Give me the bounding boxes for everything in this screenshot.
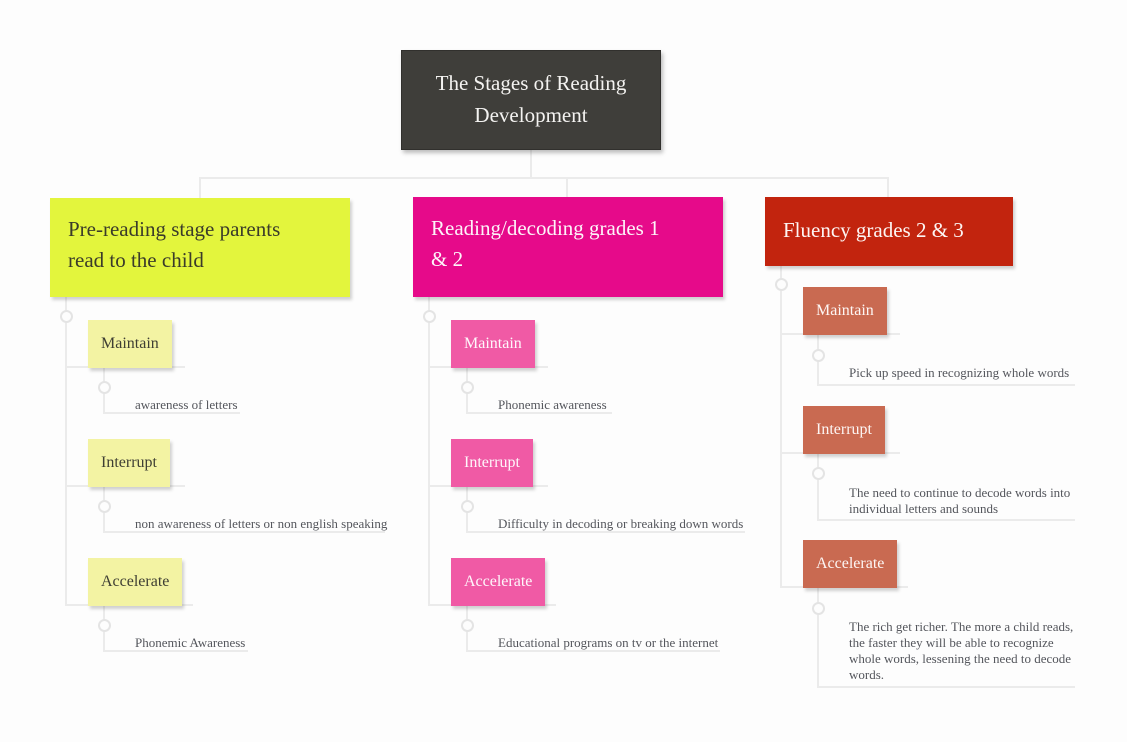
leaf-note[interactable]: Educational programs on tv or the intern… <box>498 635 719 650</box>
connector-line <box>566 177 568 197</box>
branch-label-line: Reading/decoding grades 1 <box>431 216 660 240</box>
child-node-accelerate[interactable]: Accelerate <box>88 558 183 606</box>
leaf-note[interactable]: non awareness of letters or non english … <box>135 516 388 531</box>
branch-node-fluency[interactable]: Fluency grades 2 & 3 <box>765 197 1013 266</box>
connector-dot[interactable] <box>423 310 436 323</box>
connector-line <box>103 650 248 652</box>
child-node-interrupt[interactable]: Interrupt <box>803 406 885 454</box>
connector-dot[interactable] <box>812 602 825 615</box>
connector-line <box>466 650 720 652</box>
connector-dot[interactable] <box>461 500 474 513</box>
connector-line <box>466 412 612 414</box>
child-node-interrupt[interactable]: Interrupt <box>451 439 533 487</box>
branch-label-line: read to the child <box>68 248 204 272</box>
connector-line <box>530 150 532 177</box>
connector-dot[interactable] <box>98 381 111 394</box>
leaf-note[interactable]: Difficulty in decoding or breaking down … <box>498 516 744 531</box>
branch-label-line: & 2 <box>431 247 464 271</box>
connector-line <box>65 297 67 606</box>
connector-line <box>817 519 1075 521</box>
leaf-note[interactable]: The need to continue to decode words int… <box>849 485 1071 516</box>
connector-line <box>817 454 819 521</box>
connector-dot[interactable] <box>461 619 474 632</box>
connector-line <box>199 177 889 179</box>
connector-dot[interactable] <box>98 500 111 513</box>
child-node-accelerate[interactable]: Accelerate <box>803 540 898 588</box>
root-node-label-line: Development <box>474 103 588 127</box>
branch-node-pre-reading[interactable]: Pre-reading stage parents read to the ch… <box>50 198 350 297</box>
leaf-note[interactable]: awareness of letters <box>135 397 238 412</box>
child-node-accelerate[interactable]: Accelerate <box>451 558 546 606</box>
leaf-note[interactable]: The rich get richer. The more a child re… <box>849 619 1074 682</box>
connector-line <box>199 177 201 198</box>
connector-line <box>103 531 385 533</box>
connector-line <box>817 384 1075 386</box>
connector-dot[interactable] <box>775 278 788 291</box>
connector-dot[interactable] <box>98 619 111 632</box>
connector-dot[interactable] <box>461 381 474 394</box>
root-node-label-line: The Stages of Reading <box>435 71 627 95</box>
connector-dot[interactable] <box>60 310 73 323</box>
connector-line <box>780 266 782 588</box>
connector-line <box>103 412 240 414</box>
connector-line <box>466 531 745 533</box>
child-node-maintain[interactable]: Maintain <box>88 320 172 368</box>
connector-line <box>817 588 819 688</box>
connector-line <box>428 297 430 606</box>
branch-label-line: Pre-reading stage parents <box>68 217 281 241</box>
connector-dot[interactable] <box>812 349 825 362</box>
child-node-maintain[interactable]: Maintain <box>451 320 535 368</box>
connector-dot[interactable] <box>812 467 825 480</box>
leaf-note[interactable]: Phonemic Awareness <box>135 635 246 650</box>
child-node-interrupt[interactable]: Interrupt <box>88 439 170 487</box>
connector-line <box>887 177 889 197</box>
connector-line <box>817 686 1075 688</box>
branch-node-reading-decoding[interactable]: Reading/decoding grades 1 & 2 <box>413 197 723 297</box>
leaf-note[interactable]: Pick up speed in recognizing whole words <box>849 365 1070 380</box>
root-node[interactable]: The Stages of Reading Development <box>401 50 661 150</box>
leaf-note[interactable]: Phonemic awareness <box>498 397 607 412</box>
child-node-maintain[interactable]: Maintain <box>803 287 887 335</box>
branch-label-line: Fluency grades 2 & 3 <box>783 218 964 242</box>
